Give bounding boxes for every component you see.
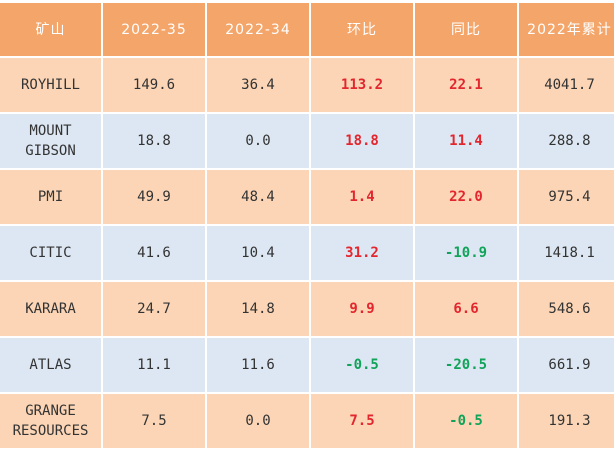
- cell-wow: 18.8: [311, 114, 413, 170]
- cell-ytd: 661.9: [519, 338, 614, 394]
- cell-mine: CITIC: [0, 226, 101, 282]
- cell-ytd: 191.3: [519, 394, 614, 450]
- cell-week-34: 0.0: [207, 394, 309, 450]
- cell-week-34: 48.4: [207, 170, 309, 226]
- cell-week-35: 49.9: [103, 170, 205, 226]
- cell-ytd: 4041.7: [519, 58, 614, 114]
- header-wow: 环比: [311, 3, 413, 58]
- cell-week-34: 10.4: [207, 226, 309, 282]
- cell-mine: GRANGE RESOURCES: [0, 394, 101, 450]
- cell-yoy: 11.4: [415, 114, 517, 170]
- cell-ytd: 288.8: [519, 114, 614, 170]
- cell-mine: MOUNT GIBSON: [0, 114, 101, 170]
- cell-wow: 1.4: [311, 170, 413, 226]
- cell-week-35: 7.5: [103, 394, 205, 450]
- cell-yoy: 6.6: [415, 282, 517, 338]
- cell-wow: -0.5: [311, 338, 413, 394]
- header-week-34: 2022-34: [207, 3, 309, 58]
- cell-yoy: 22.1: [415, 58, 517, 114]
- cell-week-35: 18.8: [103, 114, 205, 170]
- cell-week-35: 41.6: [103, 226, 205, 282]
- cell-yoy: -20.5: [415, 338, 517, 394]
- cell-mine: ROYHILL: [0, 58, 101, 114]
- header-week-35: 2022-35: [103, 3, 205, 58]
- cell-wow: 7.5: [311, 394, 413, 450]
- cell-mine: PMI: [0, 170, 101, 226]
- cell-ytd: 548.6: [519, 282, 614, 338]
- cell-ytd: 975.4: [519, 170, 614, 226]
- cell-week-34: 0.0: [207, 114, 309, 170]
- cell-week-35: 149.6: [103, 58, 205, 114]
- cell-ytd: 1418.1: [519, 226, 614, 282]
- header-yoy: 同比: [415, 3, 517, 58]
- cell-yoy: -10.9: [415, 226, 517, 282]
- cell-week-34: 36.4: [207, 58, 309, 114]
- cell-week-35: 11.1: [103, 338, 205, 394]
- header-mine: 矿山: [0, 3, 101, 58]
- cell-wow: 9.9: [311, 282, 413, 338]
- cell-week-35: 24.7: [103, 282, 205, 338]
- header-ytd: 2022年累计: [519, 3, 614, 58]
- cell-yoy: 22.0: [415, 170, 517, 226]
- cell-mine: ATLAS: [0, 338, 101, 394]
- cell-mine: KARARA: [0, 282, 101, 338]
- cell-week-34: 14.8: [207, 282, 309, 338]
- cell-wow: 31.2: [311, 226, 413, 282]
- cell-yoy: -0.5: [415, 394, 517, 450]
- cell-week-34: 11.6: [207, 338, 309, 394]
- cell-wow: 113.2: [311, 58, 413, 114]
